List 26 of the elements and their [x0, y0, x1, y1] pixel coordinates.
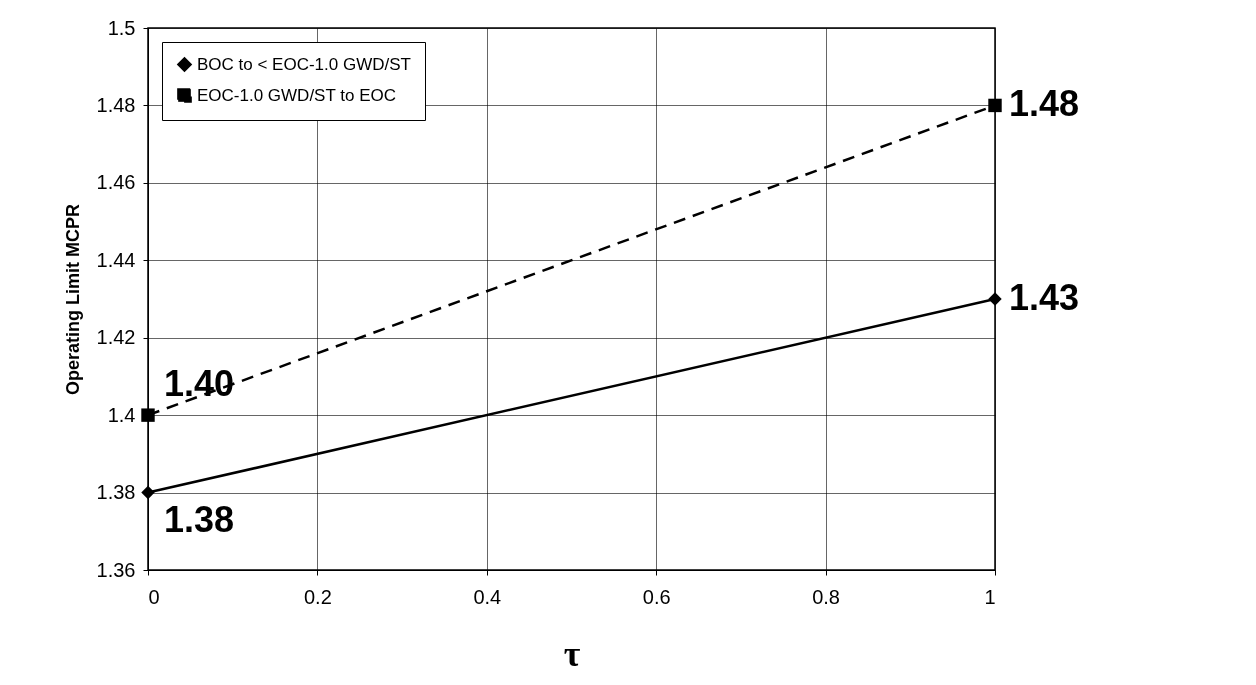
- y-tick-label: 1.48: [96, 93, 136, 116]
- x-tick-label: 0.4: [473, 585, 502, 608]
- point: [988, 292, 1002, 306]
- y-tick-label: 1.42: [96, 326, 136, 349]
- point: [141, 408, 155, 422]
- x-tick-label: 1: [984, 585, 996, 608]
- point: [988, 98, 1002, 113]
- y-tick-label: 1.5: [107, 16, 136, 39]
- x-tick-label: 0: [148, 585, 160, 608]
- x-axis-title: τ: [563, 633, 581, 674]
- x-tick-label: 0.2: [303, 585, 332, 608]
- data-label: 1.43: [1009, 277, 1080, 318]
- y-axis-title: Operating Limit MCPR: [62, 203, 83, 396]
- legend-label: EOC-1.0 GWD/ST to EOC: [197, 85, 397, 105]
- data-label: 1.38: [164, 498, 235, 540]
- legend-label: BOC to < EOC-1.0 GWD/ST: [197, 54, 411, 74]
- data-label: 1.48: [1009, 83, 1080, 125]
- data-label: 1.40: [164, 363, 235, 405]
- y-tick-label: 1.46: [96, 171, 136, 194]
- y-tick-label: 1.44: [96, 248, 136, 271]
- point: [141, 485, 155, 500]
- x-tick-label: 0.6: [642, 585, 671, 608]
- y-tick-label: 1.36: [96, 558, 136, 581]
- x-tick-label: 0.8: [812, 585, 841, 608]
- y-tick-label: 1.4: [107, 403, 136, 426]
- y-tick-label: 1.38: [96, 481, 136, 504]
